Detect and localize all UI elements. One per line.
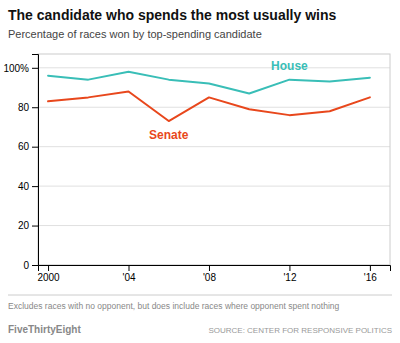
x-tick-mark bbox=[48, 265, 49, 271]
plot-area: 2000 '04 '08 '12 '16 0 20 40 60 80 100% House Senate bbox=[3, 54, 390, 283]
x-tick-mark bbox=[129, 265, 130, 271]
series-labels: House Senate bbox=[149, 59, 308, 142]
grid-line bbox=[38, 67, 390, 68]
x-tick-label: '12 bbox=[283, 272, 296, 283]
series-label: Senate bbox=[149, 128, 189, 142]
x-tick-label: '08 bbox=[203, 272, 216, 283]
y-axis: 0 20 40 60 80 100% bbox=[3, 55, 38, 271]
x-tick: '12 bbox=[283, 265, 296, 283]
plot-frame bbox=[38, 54, 390, 265]
branding: FiveThirtyEight bbox=[8, 324, 81, 335]
y-tick-mark bbox=[32, 68, 38, 69]
y-tick-label: 0 bbox=[23, 260, 29, 271]
y-tick-mark bbox=[32, 107, 38, 108]
y-tick-label: 60 bbox=[18, 141, 30, 152]
grid-line bbox=[38, 186, 390, 187]
x-tick-label: 2000 bbox=[37, 272, 60, 283]
grid-line bbox=[38, 225, 390, 226]
y-tick-label: 80 bbox=[18, 102, 30, 113]
source: SOURCE: CENTER FOR RESPONSIVE POLITICS bbox=[208, 326, 392, 335]
title: The candidate who spends the most usuall… bbox=[8, 7, 336, 23]
y-tick-mark bbox=[32, 265, 38, 266]
y-tick: 40 bbox=[18, 181, 38, 192]
x-tick: '16 bbox=[364, 265, 377, 283]
x-axis-line bbox=[39, 266, 391, 272]
y-tick: 80 bbox=[18, 102, 38, 113]
x-tick-label: '04 bbox=[122, 272, 135, 283]
y-tick-label: 20 bbox=[18, 220, 30, 231]
y-tick-label: 100% bbox=[3, 63, 29, 74]
x-tick-mark bbox=[209, 265, 210, 271]
y-axis-line bbox=[32, 55, 39, 266]
y-tick: 60 bbox=[18, 141, 38, 152]
y-tick-mark bbox=[32, 226, 38, 227]
series-label: House bbox=[271, 59, 308, 73]
x-tick: '08 bbox=[203, 265, 216, 283]
y-tick-mark bbox=[32, 147, 38, 148]
y-tick-label: 40 bbox=[18, 181, 30, 192]
series-line bbox=[48, 72, 370, 94]
chart: The candidate who spends the most usuall… bbox=[0, 0, 400, 343]
grid-line bbox=[38, 146, 390, 147]
series-line bbox=[48, 91, 370, 121]
x-tick: 2000 bbox=[37, 265, 60, 283]
x-axis: 2000 '04 '08 '12 '16 bbox=[37, 265, 390, 283]
lines bbox=[48, 72, 370, 121]
x-tick-mark bbox=[289, 265, 290, 271]
y-tick: 20 bbox=[18, 220, 38, 231]
y-tick-mark bbox=[32, 186, 38, 187]
grid bbox=[38, 68, 390, 265]
x-tick-mark bbox=[370, 265, 371, 271]
subtitle: Percentage of races won by top-spending … bbox=[8, 28, 262, 40]
x-tick: '04 bbox=[122, 265, 135, 283]
footnote: Excludes races with no opponent, but doe… bbox=[8, 301, 340, 311]
footer-separator bbox=[8, 295, 392, 296]
y-tick: 0 bbox=[23, 260, 38, 271]
y-tick: 100% bbox=[3, 63, 38, 74]
x-tick-label: '16 bbox=[364, 272, 377, 283]
